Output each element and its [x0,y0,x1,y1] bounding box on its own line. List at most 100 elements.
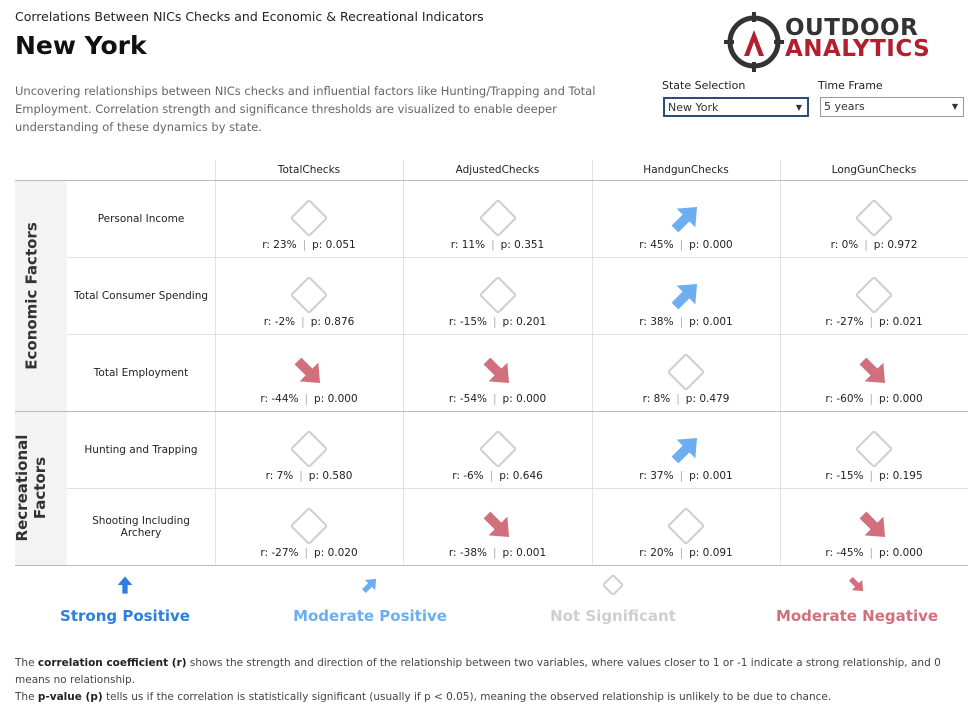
icon-shape [479,431,516,467]
p-value: p: 0.001 [689,470,733,482]
legend-label: Not Significant [550,607,676,625]
cell-stats: r: 37% | p: 0.001 [592,470,780,482]
icon-shape [479,200,516,236]
icon-shape [291,200,327,236]
signal-icon [856,200,892,236]
p-value: p: 0.000 [502,393,547,405]
group-border [15,411,968,412]
grid-line [67,488,968,489]
cell-stats: r: 0% | p: 0.972 [780,239,968,251]
description: Uncovering relationships between NICs ch… [15,84,596,134]
signal-icon [856,431,892,467]
cell-stats: r: 8% | p: 0.479 [592,393,780,405]
p-value: p: 0.091 [689,547,733,559]
r-value: r: -6% [452,470,484,482]
grid-line [403,160,404,564]
r-value: r: 37% [639,470,674,482]
r-value: r: 20% [639,547,674,559]
separator: | [492,547,497,559]
icon-shape [291,277,327,313]
cell-stats: r: -27% | p: 0.021 [780,316,968,328]
group-label: Economic Factors [22,221,40,370]
signal-icon [671,283,698,310]
separator: | [869,547,874,559]
select-value: 5 years [824,100,865,113]
separator: | [679,547,684,559]
p-value: p: 0.000 [879,393,923,405]
p-value: p: 0.021 [879,316,923,328]
row-label: Total Employment [93,366,189,379]
r-value: r: -27% [260,547,299,559]
grid-line [592,160,593,564]
p-value: p: 0.000 [689,239,733,251]
note-text: tells us if the correlation is statistic… [102,691,832,703]
p-value: p: 0.351 [500,239,545,251]
separator: | [679,470,684,482]
p-value: p: 0.051 [312,239,356,251]
signal-icon [479,431,516,467]
group-border [15,180,968,181]
cell-stats: r: 23% | p: 0.051 [215,239,403,251]
icon-shape [361,578,377,594]
cell-stats: r: -60% | p: 0.000 [780,393,968,405]
r-value: r: 23% [262,239,297,251]
p-value: p: 0.876 [310,316,355,328]
group-bg [15,411,67,565]
p-value: p: 0.020 [314,547,358,559]
icon-shape [294,357,321,384]
r-value: r: 7% [265,470,294,482]
signal-icon [859,511,886,538]
signal-icon [291,508,327,544]
cell-stats: r: -45% | p: 0.000 [780,547,968,559]
signal-icon [361,578,377,594]
icon-shape [291,508,327,544]
p-value: p: 0.195 [879,470,923,482]
p-value: p: 0.479 [685,393,730,405]
legend-label: Moderate Negative [775,607,939,625]
grid-line [215,160,216,564]
separator: | [302,239,307,251]
signal-icon [668,508,704,544]
cell-stats: r: 45% | p: 0.000 [592,239,780,251]
cell-stats: r: 11% | p: 0.351 [403,239,592,251]
cell-stats: r: -6% | p: 0.646 [403,470,592,482]
p-value: p: 0.001 [689,316,733,328]
r-value: r: 0% [830,239,859,251]
separator: | [491,239,495,251]
cell-stats: r: 38% | p: 0.001 [592,316,780,328]
time-select[interactable]: 5 years ▼ [820,97,964,117]
cell-stats: r: -15% | p: 0.195 [780,470,968,482]
p-value: p: 0.000 [879,547,923,559]
icon-shape [859,511,886,538]
column-header: HandgunChecks [643,164,729,176]
p-value: p: 0.972 [873,239,918,251]
icon-shape [671,206,698,233]
icon-shape [859,357,886,384]
note-term: correlation coefficient (r) [37,657,187,669]
r-value: r: -60% [825,393,864,405]
row-label: Personal Income [97,212,185,225]
icon-shape [479,277,516,313]
separator: | [869,470,874,482]
separator: | [492,393,497,405]
cell-stats: r: -2% | p: 0.876 [215,316,403,328]
grid-line [67,334,968,335]
r-value: r: -54% [448,393,487,405]
separator: | [676,393,680,405]
r-value: r: 8% [642,393,671,405]
signal-icon [291,431,327,467]
column-header: AdjustedChecks [455,164,540,176]
column-header: LongGunChecks [831,164,917,176]
page-title: New York [15,31,147,60]
grid-line [67,257,968,258]
separator: | [492,316,497,328]
r-value: r: -38% [448,547,487,559]
logo-text: OUTDOOR [785,15,919,41]
icon-shape [603,575,623,595]
cell-stats: r: -44% | p: 0.000 [215,393,403,405]
select-value: New York [668,101,719,114]
state-select[interactable]: New York ▼ [663,97,809,117]
signal-icon [479,277,516,313]
row-label: Shooting Including Archery [92,514,190,539]
